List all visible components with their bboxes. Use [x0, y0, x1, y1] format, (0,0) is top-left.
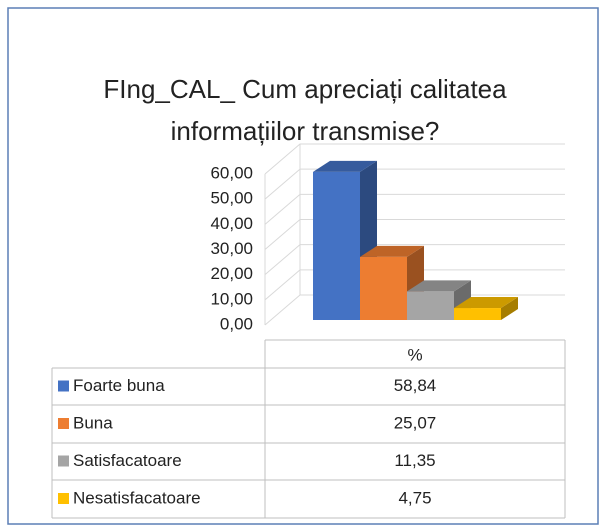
grid-line: [264, 168, 565, 200]
legend-label: Buna: [73, 413, 113, 432]
grid-line: [264, 143, 565, 175]
bar: [360, 256, 407, 320]
y-tick-label: 10,00: [210, 289, 253, 308]
x-tick-label: %: [407, 345, 422, 364]
table-value: 4,75: [398, 488, 431, 507]
y-tick-label: 50,00: [210, 189, 253, 208]
bar-top: [360, 245, 424, 257]
legend-swatch: [58, 380, 69, 392]
chart-title: FIng_CAL_ Cum apreciați calitatea inform…: [103, 74, 507, 146]
chart-border: [7, 7, 599, 525]
bar-top: [313, 160, 377, 172]
y-tick-label: 40,00: [210, 214, 253, 233]
y-tick-label: 0,00: [220, 314, 253, 333]
y-tick-label: 60,00: [210, 163, 253, 182]
table-value: 58,84: [394, 376, 437, 395]
legend-swatch: [58, 493, 69, 504]
y-tick-label: 30,00: [210, 239, 253, 258]
grid-line: [264, 294, 565, 326]
legend-label: Nesatisfacatoare: [73, 488, 201, 507]
table-value: 25,07: [394, 413, 437, 432]
legend-swatch: [58, 418, 69, 429]
table-value: 11,35: [394, 451, 435, 470]
grid-line: [264, 269, 565, 301]
legend-swatch: [58, 455, 69, 467]
bar: [313, 171, 360, 320]
bar-top: [407, 280, 471, 292]
bar: [407, 291, 454, 320]
grid-line: [264, 244, 565, 276]
grid-line: [264, 193, 565, 225]
bar: [454, 308, 501, 320]
legend-label: Satisfacatoare: [73, 451, 182, 470]
y-tick-label: 20,00: [210, 264, 253, 283]
bar-side: [501, 297, 518, 320]
legend-label: Foarte buna: [73, 376, 165, 395]
grid-line: [264, 219, 565, 250]
bar-top: [454, 297, 518, 309]
